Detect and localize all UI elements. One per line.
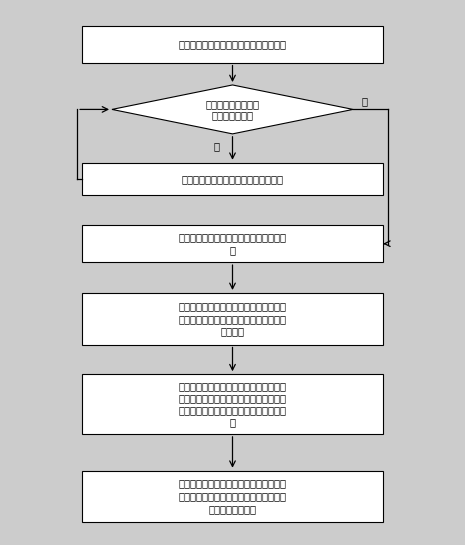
Text: 否: 否: [213, 141, 219, 151]
Polygon shape: [112, 85, 353, 134]
Text: 码: 码: [230, 245, 235, 255]
Text: 息，解析后控制探针台或机械臂执行对应: 息，解析后控制探针台或机械臂执行对应: [179, 393, 286, 403]
Text: 是: 是: [362, 96, 368, 106]
FancyBboxPatch shape: [82, 471, 383, 522]
Text: 测试向量，并通过无线通讯信号发送给测: 测试向量，并通过无线通讯信号发送给测: [179, 314, 286, 324]
Text: 发送测试完成信息: 发送测试完成信息: [208, 504, 257, 514]
Text: 试负载板: 试负载板: [220, 326, 245, 337]
FancyBboxPatch shape: [82, 374, 383, 434]
Text: 测试仪接收测试负载板反馈的信息，整理: 测试仪接收测试负载板反馈的信息，整理: [179, 479, 286, 488]
Text: 通过控制设备向测试仪输入指令及测试代: 通过控制设备向测试仪输入指令及测试代: [179, 233, 286, 243]
FancyBboxPatch shape: [82, 26, 383, 63]
Text: 成测试结果等信息并保存，并向控制设备: 成测试结果等信息并保存，并向控制设备: [179, 492, 286, 501]
FancyBboxPatch shape: [82, 163, 383, 195]
Text: 操作，结果通过无线通讯信号反馈给测试: 操作，结果通过无线通讯信号反馈给测试: [179, 405, 286, 415]
Text: 测试仪接收输入指令及测试代码，转化为: 测试仪接收输入指令及测试代码，转化为: [179, 301, 286, 311]
Text: 发出警报信号，等待测试负载板可通讯: 发出警报信号，等待测试负载板可通讯: [181, 174, 284, 184]
Text: 测试仪、测试负载板等设备上电并初始化: 测试仪、测试负载板等设备上电并初始化: [179, 39, 286, 49]
Text: 测试负载板接收到无线通讯模块传来的信: 测试负载板接收到无线通讯模块传来的信: [179, 381, 286, 391]
FancyBboxPatch shape: [82, 225, 383, 262]
Text: 仪: 仪: [230, 417, 235, 427]
Text: 是否可进行通讯: 是否可进行通讯: [212, 110, 253, 120]
FancyBboxPatch shape: [82, 293, 383, 344]
Text: 查询对应测试负载板: 查询对应测试负载板: [206, 99, 259, 109]
